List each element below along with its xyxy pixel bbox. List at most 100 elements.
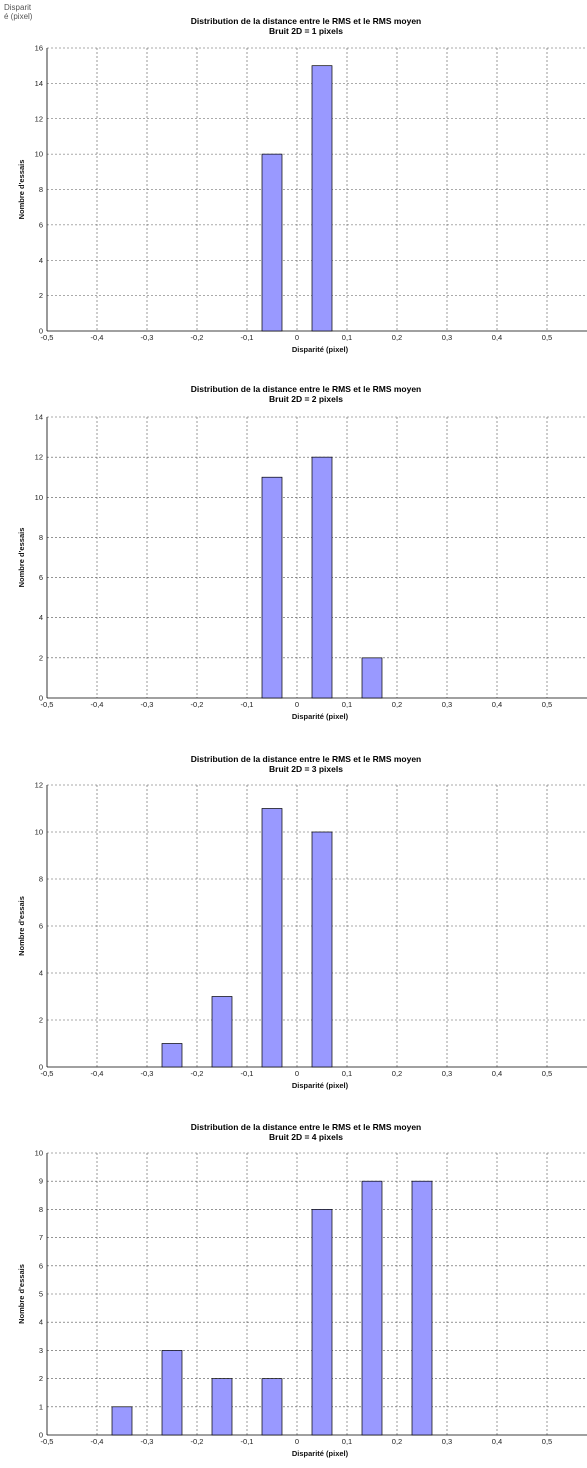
x-tick-label: 0,2 xyxy=(392,1437,402,1446)
y-tick-label: 6 xyxy=(39,1261,43,1270)
x-tick-label: -0,2 xyxy=(191,1069,204,1078)
x-tick-label: 0,4 xyxy=(492,1437,502,1446)
x-tick-label: 0,2 xyxy=(392,333,402,342)
chart-title: Distribution de la distance entre le RMS… xyxy=(191,1122,422,1132)
bar xyxy=(211,996,233,1068)
y-tick-label: 6 xyxy=(39,220,43,229)
x-axis-label: Disparité (pixel) xyxy=(292,345,349,354)
bar xyxy=(161,1350,183,1436)
bar xyxy=(311,1209,333,1436)
bar xyxy=(161,1043,183,1068)
y-tick-label: 10 xyxy=(35,150,43,159)
bar xyxy=(261,1378,283,1436)
y-tick-label: 10 xyxy=(35,493,43,502)
y-axis-label: Nombre d'essais xyxy=(17,528,26,588)
bar xyxy=(211,1378,233,1436)
x-tick-label: -0,4 xyxy=(91,1437,104,1446)
x-axis-label: Disparité (pixel) xyxy=(292,712,349,721)
y-tick-label: 2 xyxy=(39,1016,43,1025)
bar xyxy=(411,1180,433,1436)
y-tick-label: 9 xyxy=(39,1177,43,1186)
chart-subtitle: Bruit 2D = 2 pixels xyxy=(269,394,343,404)
x-tick-label: 0,3 xyxy=(442,700,452,709)
bar xyxy=(111,1406,133,1436)
x-tick-label: 0,2 xyxy=(392,1069,402,1078)
y-tick-label: 6 xyxy=(39,922,43,931)
x-tick-label: -0,5 xyxy=(41,700,54,709)
x-tick-label: -0,3 xyxy=(141,700,154,709)
chart-title: Distribution de la distance entre le RMS… xyxy=(191,754,422,764)
x-tick-label: -0,4 xyxy=(91,700,104,709)
x-tick-label: 0,1 xyxy=(342,1069,352,1078)
y-tick-label: 7 xyxy=(39,1233,43,1242)
x-tick-label: -0,1 xyxy=(241,1437,254,1446)
y-tick-label: 3 xyxy=(39,1346,43,1355)
y-tick-label: 12 xyxy=(35,781,43,790)
x-tick-label: -0,3 xyxy=(141,1069,154,1078)
y-tick-label: 4 xyxy=(39,1318,43,1327)
y-tick-label: 4 xyxy=(39,256,43,265)
bar xyxy=(311,456,333,699)
y-tick-label: 4 xyxy=(39,969,43,978)
y-tick-label: 8 xyxy=(39,533,43,542)
y-tick-label: 8 xyxy=(39,1205,43,1214)
x-tick-label: 0,4 xyxy=(492,700,502,709)
y-tick-label: 0 xyxy=(39,694,43,703)
y-axis-label: Nombre d'essais xyxy=(17,896,26,956)
bar xyxy=(361,657,383,699)
x-tick-label: 0,3 xyxy=(442,333,452,342)
x-tick-label: 0,1 xyxy=(342,700,352,709)
x-tick-label: 0,4 xyxy=(492,333,502,342)
bar xyxy=(261,808,283,1068)
y-axis-label: Nombre d'essais xyxy=(17,160,26,220)
y-tick-label: 8 xyxy=(39,875,43,884)
y-tick-label: 0 xyxy=(39,327,43,336)
x-tick-label: 0,1 xyxy=(342,333,352,342)
x-tick-label: -0,2 xyxy=(191,333,204,342)
x-tick-label: 0,1 xyxy=(342,1437,352,1446)
y-tick-label: 8 xyxy=(39,185,43,194)
y-tick-label: 2 xyxy=(39,1374,43,1383)
x-tick-label: -0,5 xyxy=(41,1437,54,1446)
y-tick-label: 5 xyxy=(39,1290,43,1299)
y-tick-label: 10 xyxy=(35,828,43,837)
y-tick-label: 1 xyxy=(39,1402,43,1411)
x-tick-label: -0,3 xyxy=(141,1437,154,1446)
y-tick-label: 4 xyxy=(39,613,43,622)
x-tick-label: -0,1 xyxy=(241,333,254,342)
y-tick-label: 12 xyxy=(35,453,43,462)
corner-label-line1: Disparit xyxy=(4,3,32,12)
x-axis-label: Disparité (pixel) xyxy=(292,1449,349,1458)
chart-subtitle: Bruit 2D = 1 pixels xyxy=(269,26,343,36)
bar xyxy=(261,476,283,699)
y-axis-label: Nombre d'essais xyxy=(17,1264,26,1324)
bar xyxy=(311,831,333,1068)
x-tick-label: 0 xyxy=(295,700,299,709)
x-tick-label: 0 xyxy=(295,333,299,342)
y-tick-label: 14 xyxy=(35,413,43,422)
x-tick-label: 0,5 xyxy=(542,1069,552,1078)
y-tick-label: 0 xyxy=(39,1431,43,1440)
y-tick-label: 16 xyxy=(35,44,43,53)
x-tick-label: -0,5 xyxy=(41,333,54,342)
x-tick-label: -0,2 xyxy=(191,700,204,709)
chart-title: Distribution de la distance entre le RMS… xyxy=(191,16,422,26)
y-tick-label: 6 xyxy=(39,573,43,582)
x-tick-label: 0 xyxy=(295,1437,299,1446)
bar xyxy=(361,1180,383,1436)
chart-subtitle: Bruit 2D = 4 pixels xyxy=(269,1132,343,1142)
corner-unit-label: Disparit é (pixel) xyxy=(4,3,32,21)
x-axis-label: Disparité (pixel) xyxy=(292,1081,349,1090)
y-tick-label: 12 xyxy=(35,114,43,123)
x-tick-label: 0,5 xyxy=(542,1437,552,1446)
x-tick-label: 0,3 xyxy=(442,1069,452,1078)
bar xyxy=(311,65,333,332)
x-tick-label: 0,2 xyxy=(392,700,402,709)
y-tick-label: 10 xyxy=(35,1149,43,1158)
x-tick-label: 0,3 xyxy=(442,1437,452,1446)
bar xyxy=(261,153,283,332)
